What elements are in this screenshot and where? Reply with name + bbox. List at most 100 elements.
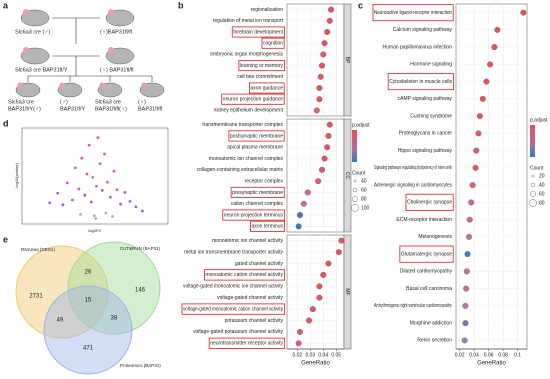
point (103, 152, 106, 156)
genotype-label: Slc6a3 cre (♂) (15, 29, 50, 35)
category-label: cognition (263, 41, 283, 47)
point (91, 175, 95, 179)
breeding-scheme (15, 9, 165, 98)
panel-label: b (178, 0, 184, 10)
highlight-box (250, 220, 285, 232)
plot-panel (286, 3, 345, 117)
category-label: ECM-receptor interaction (396, 217, 452, 223)
category-label: cell fate commitment (237, 74, 283, 80)
point (100, 189, 104, 192)
size-key (351, 204, 359, 212)
size-key (352, 187, 358, 193)
dot (325, 260, 332, 267)
facet-label: BP (344, 57, 350, 64)
venn-count: 38 (111, 316, 118, 322)
size-key (531, 174, 535, 178)
category-label: Calcium signaling pathway (393, 27, 453, 33)
category-label: cAMP signaling pathway (398, 96, 453, 102)
size-label: 80 (539, 200, 545, 206)
category-label: Cytoskeleton in muscle cells (389, 79, 452, 85)
x-axis-title: GeneRatio (477, 361, 506, 367)
highlight-box (228, 130, 285, 142)
dot (321, 155, 328, 162)
highlight-box (405, 193, 454, 211)
category-label: Signaling pathways regulating pluripoten… (374, 165, 452, 171)
category-label: apical plasma membrane (227, 145, 283, 151)
dot (315, 178, 322, 185)
x-tick-label: 0.04 (469, 352, 479, 358)
dot (476, 113, 483, 120)
colorbar (352, 130, 357, 162)
category-label: Adrenergic signaling in cardiomyocytes (374, 182, 452, 188)
x-tick-label: 0.08 (498, 352, 508, 358)
point (80, 156, 84, 160)
category-label: Hippo signaling pathway (398, 148, 453, 154)
category-label: embryonic organ morphogenesis (210, 52, 283, 58)
point (95, 184, 98, 188)
dot (487, 61, 494, 68)
dot (325, 132, 332, 139)
facet-strip (343, 3, 352, 117)
category-label: regionalization (251, 7, 283, 13)
size-key (352, 195, 359, 202)
category-label: axon terminus (252, 224, 284, 230)
dot (472, 164, 479, 171)
highlight-box (372, 4, 454, 22)
size-label: 100 (361, 205, 370, 211)
category-label: voltage-gated monoatomic cation channel … (183, 306, 283, 312)
category-label: voltage-gated monoatomic ion channel act… (183, 284, 283, 290)
highlight-box (387, 73, 454, 91)
point (123, 191, 127, 194)
dot (328, 6, 334, 13)
plot-panel (286, 234, 345, 350)
genotype-label: (♀) (138, 99, 146, 105)
category-label: forebrain development (233, 29, 283, 35)
category-label: potassium channel activity (225, 318, 284, 324)
dot (326, 121, 333, 128)
x-tick-label: 0.1 (514, 352, 521, 358)
category-label: kidney epithelium development (214, 108, 283, 114)
category-label: Human papillomavirus infection (383, 44, 453, 50)
size-key (530, 190, 537, 197)
dot (464, 251, 471, 258)
category-label: neuron projection terminus (224, 212, 284, 218)
genotype-label: (♀) BAP31fl/fl (100, 67, 133, 73)
dot (316, 96, 323, 103)
highlight-box (399, 245, 454, 263)
category-label: gated channel activity (235, 261, 284, 267)
point (119, 202, 122, 206)
dot (338, 237, 345, 244)
dot (316, 294, 323, 301)
dot (324, 29, 331, 35)
point (141, 209, 144, 213)
category-label: cation channel complex (231, 201, 284, 207)
category-label: monoatomic ion channel activity (212, 238, 283, 244)
category-label: monoatomic cation channel activity (205, 272, 283, 278)
highlight-box (261, 37, 285, 49)
category-label: regulation of metal ion transport (213, 18, 284, 24)
genotype-label: BAP31fl/fl(♀) (95, 106, 127, 112)
plot-panel (21, 127, 169, 225)
highlight-box (231, 26, 285, 38)
category-label: learning or memory (240, 63, 284, 69)
dot (466, 216, 473, 223)
category-label: Cholinergic synapse (407, 200, 452, 206)
venn-set (67, 241, 161, 335)
x-tick-label: 0.02 (455, 352, 465, 358)
point (87, 143, 91, 147)
point (98, 162, 102, 166)
plot-panel (286, 118, 345, 233)
dot (324, 144, 331, 151)
venn-count: 49 (57, 318, 64, 324)
size-label: 40 (539, 182, 545, 188)
facet-label: MF (344, 288, 350, 295)
point (96, 136, 100, 140)
legend-title: Count (352, 170, 366, 176)
dot (295, 340, 302, 347)
dot (300, 200, 307, 207)
venn-count: 26 (85, 270, 92, 276)
size-key (529, 199, 537, 207)
size-label: 40 (361, 178, 367, 184)
point (85, 172, 89, 176)
dot (309, 306, 316, 313)
